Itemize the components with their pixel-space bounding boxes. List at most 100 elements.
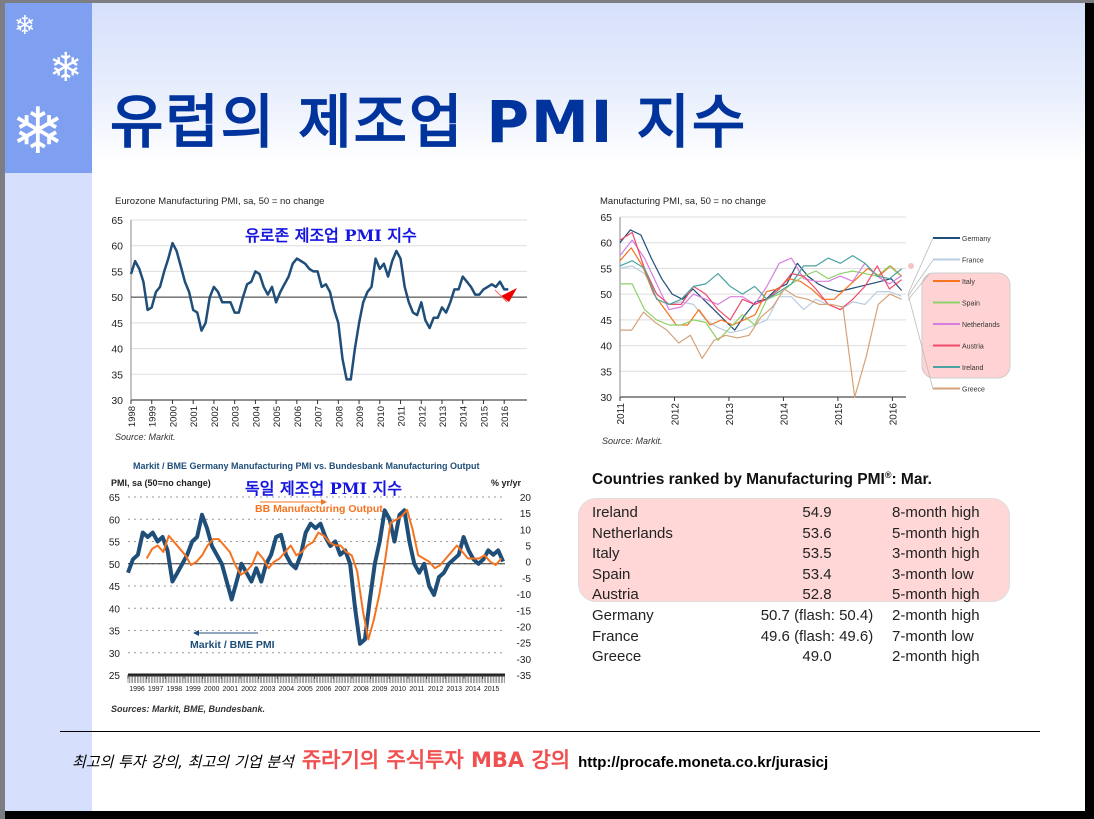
series-line-bb-manufacturing-output: [145, 508, 503, 641]
y-tick-label: 40: [109, 604, 121, 615]
highlight-box: [578, 498, 1010, 602]
table-row: Ireland 54.9 8-month high: [592, 504, 1012, 524]
x-tick-label: 2016: [888, 403, 899, 426]
cell-note: 5-month high: [892, 586, 980, 604]
cell-note: 7-month low: [892, 627, 974, 645]
y-tick-label: 30: [109, 649, 121, 660]
chart-title: Eurozone Manufacturing PMI, sa, 50 = no …: [115, 196, 325, 207]
table-row: France 49.6 (flash: 49.6) 7-month low: [592, 628, 1012, 648]
x-tick-label: 2013: [446, 686, 462, 693]
table-row: Germany 50.7 (flash: 50.4) 2-month high: [592, 607, 1012, 627]
footer-url[interactable]: http://procafe.moneta.co.kr/jurasicj: [578, 754, 829, 771]
y-tick-label: 65: [600, 212, 612, 224]
x-tick-label: 2015: [484, 686, 500, 693]
cell-note: 2-month high: [892, 648, 980, 666]
x-tick-label: 2010: [390, 686, 406, 693]
x-tick-label: 2005: [272, 406, 283, 427]
x-tick-label: 2007: [335, 686, 351, 693]
x-tick-label: 2016: [500, 406, 511, 427]
arrow-head-icon: [193, 630, 199, 636]
x-tick-label: 2012: [417, 406, 428, 427]
cell-value: 52.8: [802, 586, 832, 604]
snowflake-icon: ❄: [14, 11, 36, 41]
snowflake-icon: ❄: [11, 95, 65, 169]
x-tick-label: 2015: [834, 403, 845, 426]
y-tick-label: 60: [109, 515, 121, 526]
chart-source: Sources: Markit, BME, Bundesbank.: [111, 704, 266, 714]
cell-note: 8-month high: [892, 504, 980, 521]
table-row: Greece 49.0 2-month high: [592, 648, 1012, 668]
y-tick-label: 35: [600, 366, 612, 378]
cell-value: 53.4: [802, 565, 832, 583]
chart-canvas: 30 35 40 45 50 55 60 65 2011 2012 2013 2014 2015 2016…: [600, 212, 1011, 426]
x-tick-label: 2009: [355, 406, 366, 427]
y-right-tick-label: -30: [517, 655, 532, 666]
legend-leader-line: [907, 259, 934, 297]
side-band-header: ❄ ❄ ❄: [5, 3, 92, 173]
y-tick-label: 50: [111, 292, 123, 304]
y-tick-label: 50: [600, 289, 612, 301]
x-tick-label: 2008: [334, 406, 345, 427]
y-tick-label: 65: [111, 215, 123, 227]
series-line-netherlands: [619, 239, 902, 311]
legend-leader-line: [907, 272, 931, 301]
footer: 최고의 투자 강의, 최고의 기업 분석 쥬라기의 주식투자 MBA 강의 ht…: [72, 744, 828, 774]
x-tick-label: 1999: [185, 686, 201, 693]
series-line-italy: [619, 247, 903, 326]
x-tick-label: 2007: [314, 406, 325, 427]
y-tick-label: 30: [600, 392, 612, 404]
registered-mark: ®: [884, 470, 892, 480]
legend-highlight-box: [921, 272, 1011, 379]
x-tick-label: 2011: [616, 403, 627, 425]
x-tick-label: 2001: [189, 406, 200, 427]
x-tick-label: 2009: [372, 686, 388, 693]
x-tick-label: 2010: [376, 406, 387, 427]
x-tick-label: 2012: [670, 403, 681, 426]
series-line-austria: [619, 231, 902, 321]
marker-dot: [908, 263, 914, 269]
y-right-tick-label: -25: [517, 639, 532, 650]
table-title-text: Countries ranked by Manufacturing PMI: [592, 471, 885, 489]
x-tick-label: 1998: [127, 406, 138, 427]
y-tick-label: 60: [600, 238, 612, 250]
series-line-germany: [619, 229, 903, 331]
y-tick-label: 50: [109, 560, 121, 571]
chart-overlay-label: 독일 제조업 PMI 지수: [245, 479, 402, 498]
y-tick-label: 40: [600, 341, 612, 353]
chart-canvas: 25 30 35 40 45 50 55 60 65 -35 -30 -25 -20 -15 -10 -5 0 5…: [109, 493, 532, 693]
table-row: Netherlands 53.6 5-month high: [592, 525, 1012, 545]
annotation-pmi: Markit / BME PMI: [190, 639, 275, 651]
germany-pmi-chart: Markit / BME Germany Manufacturing PMI v…: [93, 455, 540, 720]
chart-source: Source: Markit.: [602, 436, 663, 446]
cell-country: Spain: [592, 565, 631, 583]
series-line-ireland: [619, 254, 902, 306]
pmi-ranking-table: Countries ranked by Manufacturing PMI®: …: [578, 462, 1020, 712]
cell-value: 53.5: [802, 545, 832, 563]
x-tick-label: 2014: [465, 686, 481, 693]
y-right-tick-label: 5: [525, 542, 531, 553]
slide-shadow: [5, 811, 1094, 819]
cell-note: 2-month high: [892, 607, 980, 624]
x-tick-label: 2014: [779, 403, 790, 426]
y-right-tick-label: -20: [517, 622, 532, 633]
x-tick-label: 2008: [353, 686, 369, 693]
cell-value: 50.7 (flash: 50.4): [760, 607, 874, 624]
slide-shadow: [1087, 3, 1094, 819]
y-right-tick-label: 0: [525, 558, 531, 569]
x-tick-label: 2006: [293, 406, 304, 427]
y-tick-label: 35: [111, 369, 123, 381]
cell-country: France: [592, 627, 639, 645]
cell-country: Greece: [592, 648, 642, 666]
legend-label: France: [962, 258, 984, 265]
cell-note: 3-month low: [892, 565, 974, 583]
y-tick-label: 55: [109, 538, 121, 549]
y-tick-label: 45: [109, 582, 121, 593]
series-line-spain: [620, 265, 902, 341]
chart-overlay-label: 유로존 제조업 PMI 지수: [245, 226, 417, 245]
x-tick-label: 2004: [279, 686, 295, 693]
cell-country: Ireland: [592, 504, 638, 521]
x-tick-label: 2001: [223, 686, 239, 693]
series-line-eurozone-pmi: [129, 241, 509, 381]
y-tick-label: 45: [600, 315, 612, 327]
y-tick-label: 55: [600, 263, 612, 275]
